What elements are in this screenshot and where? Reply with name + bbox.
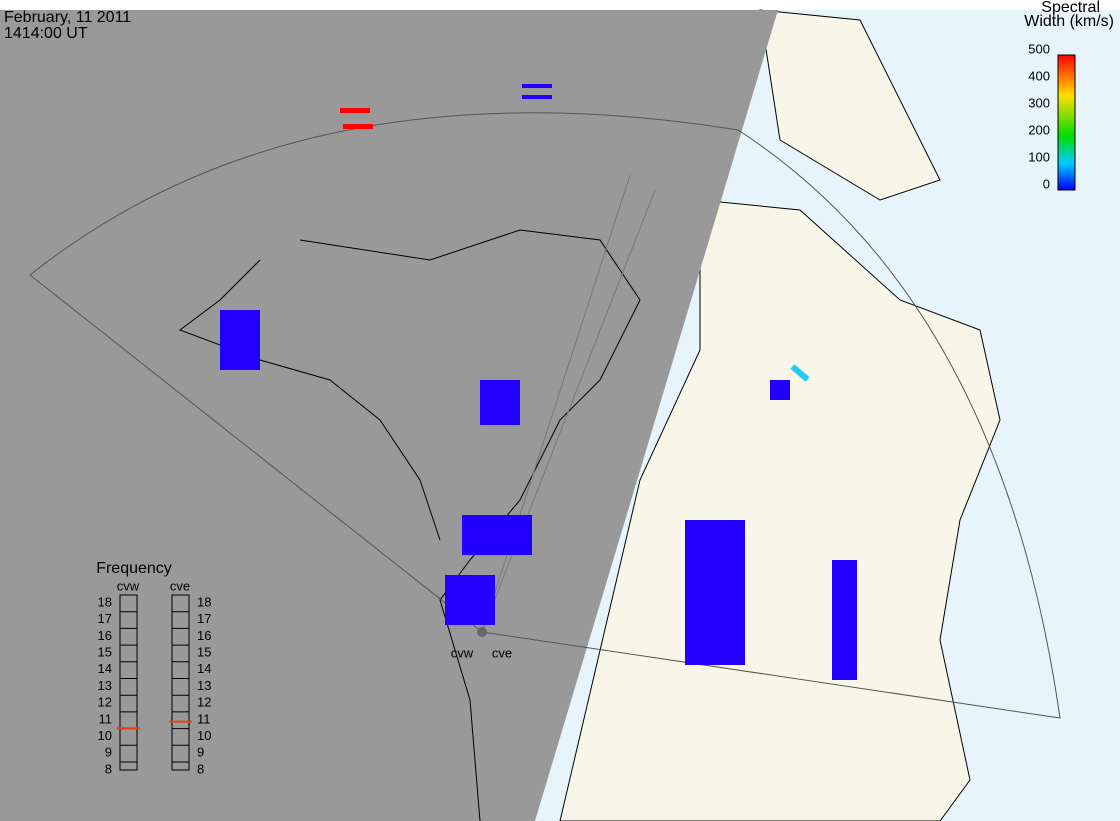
colorbar — [1057, 54, 1076, 191]
frequency-tick-label: 10 — [98, 728, 112, 743]
echo-cell — [480, 380, 520, 425]
echo-cell — [832, 560, 857, 680]
echo-cell — [685, 520, 745, 665]
frequency-tick-label: 18 — [98, 594, 112, 609]
site-marker — [477, 627, 487, 637]
night-shade — [0, 10, 778, 821]
beam — [481, 174, 656, 633]
frequency-tick-label: 10 — [197, 728, 211, 743]
echo-cell — [790, 364, 810, 382]
site-label: cve — [492, 645, 512, 660]
frequency-title: Frequency — [96, 560, 172, 577]
frequency-tick-label: 14 — [197, 661, 211, 676]
frequency-tick-label: 17 — [197, 611, 211, 626]
echoes — [220, 84, 857, 680]
frequency-tick-label: 13 — [98, 678, 112, 693]
colorbar-tick-label: 100 — [1028, 149, 1050, 164]
date: February, 11 2011 — [4, 9, 131, 26]
frequency-tick-label: 11 — [99, 711, 113, 726]
frequency-tick-label: 8 — [105, 761, 112, 776]
echo-cell — [445, 575, 495, 625]
frequency-tick-label: 9 — [197, 745, 204, 760]
frequency-tick-label: 18 — [197, 594, 211, 609]
colorbar-tick-label: 500 — [1028, 41, 1050, 56]
time: 1414:00 UT — [4, 25, 88, 42]
site-label: cvw — [451, 645, 474, 660]
colorbar-tick-label: 300 — [1028, 95, 1050, 110]
frequency-tick-label: 15 — [98, 645, 112, 660]
frequency-tick-label: 9 — [105, 745, 112, 760]
radar-name: cve — [170, 578, 190, 593]
frequency-tick-label: 13 — [197, 678, 211, 693]
colorbar-title: Spectral — [1041, 0, 1100, 16]
colorbar-tick-label: 200 — [1028, 122, 1050, 137]
frequency-tick-label: 14 — [98, 661, 112, 676]
echo-cell — [462, 515, 532, 555]
frequency-tick-label: 16 — [197, 628, 211, 643]
frequency-tick-label: 15 — [197, 645, 211, 660]
frequency-tick-label: 11 — [197, 711, 211, 726]
echo-cell — [220, 310, 260, 370]
frequency-tick-label: 17 — [98, 611, 112, 626]
frequency-tick-label: 8 — [197, 761, 204, 776]
frequency-tick-label: 12 — [197, 695, 211, 710]
colorbar-title: Width (km/s) — [1024, 13, 1114, 30]
echo-cell — [340, 108, 370, 113]
frequency-tick-label: 16 — [98, 628, 112, 643]
fov-outline — [29, 112, 1061, 719]
echo-cell — [522, 95, 552, 99]
land-east — [559, 199, 1001, 821]
land-greenland — [759, 9, 941, 201]
echo-cell — [522, 84, 552, 88]
colorbar-tick-label: 400 — [1028, 68, 1050, 83]
colorbar-tick-label: 0 — [1043, 176, 1050, 191]
echo-cell — [770, 380, 790, 400]
frequency-tick-label: 12 — [98, 695, 112, 710]
radar-name: cvw — [117, 578, 140, 593]
echo-cell — [343, 124, 373, 129]
